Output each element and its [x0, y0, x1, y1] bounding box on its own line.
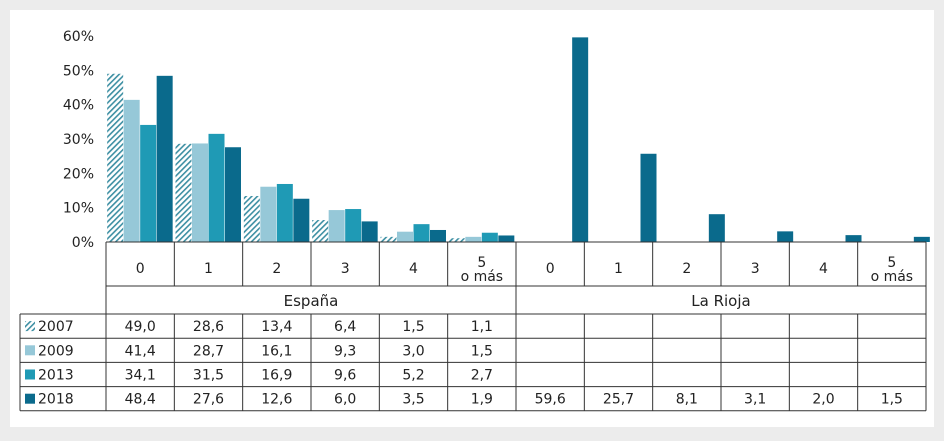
data-label: 34,1: [125, 368, 156, 384]
bar-2007: [448, 238, 465, 242]
data-label: 6,0: [334, 392, 356, 408]
data-label: 16,9: [261, 368, 292, 384]
data-label: 28,6: [193, 319, 224, 335]
data-label: 28,7: [193, 343, 224, 359]
y-axis: 0% 10% 20% 30% 40% 50% 60%: [63, 29, 94, 251]
data-label: 2,7: [471, 368, 493, 384]
data-label: 6,4: [334, 319, 356, 335]
category-label: 5: [887, 255, 896, 271]
bar-2013: [276, 183, 293, 242]
bar-2018: [640, 153, 657, 242]
data-label: 1,5: [881, 392, 903, 408]
y-tick-label: 30%: [63, 132, 94, 148]
category-label: 3: [751, 261, 760, 277]
bar-2009: [397, 231, 413, 242]
bar-2013: [481, 232, 498, 242]
bar-2007: [107, 73, 124, 243]
y-tick-label: 0%: [72, 235, 94, 251]
category-label: o más: [871, 269, 914, 285]
bar-2018: [156, 75, 173, 243]
bar-2013: [208, 133, 225, 242]
bar-2009: [465, 236, 482, 242]
bar-2009: [192, 143, 208, 242]
bar-2009: [260, 186, 277, 242]
bar-2007: [243, 195, 260, 242]
data-label: 12,6: [261, 392, 292, 408]
data-label: 1,9: [471, 392, 493, 408]
legend-label: 2009: [38, 343, 74, 359]
y-tick-label: 10%: [63, 201, 94, 217]
data-label: 3,0: [402, 343, 424, 359]
legend-label: 2013: [38, 368, 74, 384]
data-label: 25,7: [603, 392, 634, 408]
bar-2007: [175, 143, 192, 242]
data-label: 27,6: [193, 392, 224, 408]
data-label: 3,1: [744, 392, 766, 408]
group-label: España: [284, 292, 339, 310]
category-label: 2: [682, 261, 691, 277]
y-tick-label: 40%: [63, 98, 94, 114]
category-label: 0: [546, 261, 555, 277]
data-label: 49,0: [125, 319, 156, 335]
data-label: 1,1: [471, 319, 493, 335]
legend-label: 2007: [38, 319, 74, 335]
data-label: 41,4: [125, 343, 156, 359]
data-label: 1,5: [402, 319, 424, 335]
legend-swatch-2009: [25, 345, 35, 356]
data-label: 9,6: [334, 368, 356, 384]
data-label: 8,1: [676, 392, 698, 408]
category-label: o más: [461, 269, 504, 285]
data-label: 31,5: [193, 368, 224, 384]
legend-swatch-2013: [25, 369, 35, 380]
data-label: 1,5: [471, 343, 493, 359]
bar-2018: [293, 198, 310, 242]
bars-layer: [107, 37, 930, 243]
legend-swatch-2018: [25, 393, 35, 404]
legend-swatch-2007: [25, 321, 35, 332]
y-tick-label: 60%: [63, 29, 94, 45]
category-label: 0: [136, 261, 145, 277]
bar-2013: [413, 224, 430, 242]
data-label: 48,4: [125, 392, 156, 408]
bar-2018: [361, 221, 378, 242]
category-label: 1: [204, 261, 213, 277]
data-label: 3,5: [402, 392, 424, 408]
data-label: 2,0: [812, 392, 834, 408]
bar-2009: [123, 99, 140, 242]
bar-2018: [777, 231, 794, 242]
data-label: 5,2: [402, 368, 424, 384]
bar-2018: [913, 236, 930, 242]
legend-label: 2018: [38, 392, 74, 408]
bar-2018: [225, 147, 241, 242]
bar-2018: [498, 235, 515, 242]
y-tick-label: 50%: [63, 63, 94, 79]
category-label: 4: [409, 261, 418, 277]
data-label: 16,1: [261, 343, 292, 359]
bar-2009: [328, 210, 345, 242]
bar-2013: [345, 209, 362, 242]
data-label: 59,6: [535, 392, 566, 408]
group-label: La Rioja: [691, 292, 750, 310]
bar-2018: [708, 214, 725, 242]
y-tick-label: 20%: [63, 166, 94, 182]
category-label: 5: [477, 255, 486, 271]
data-label: 13,4: [261, 319, 292, 335]
category-label: 4: [819, 261, 828, 277]
data-label: 9,3: [334, 343, 356, 359]
bar-2007: [312, 220, 329, 242]
bar-2018: [572, 37, 589, 242]
bar-2007: [380, 236, 397, 242]
category-label: 1: [614, 261, 623, 277]
category-label: 2: [272, 261, 281, 277]
category-label: 3: [341, 261, 350, 277]
bar-2013: [140, 124, 157, 242]
bar-2018: [430, 229, 446, 242]
bar-2018: [845, 235, 862, 242]
